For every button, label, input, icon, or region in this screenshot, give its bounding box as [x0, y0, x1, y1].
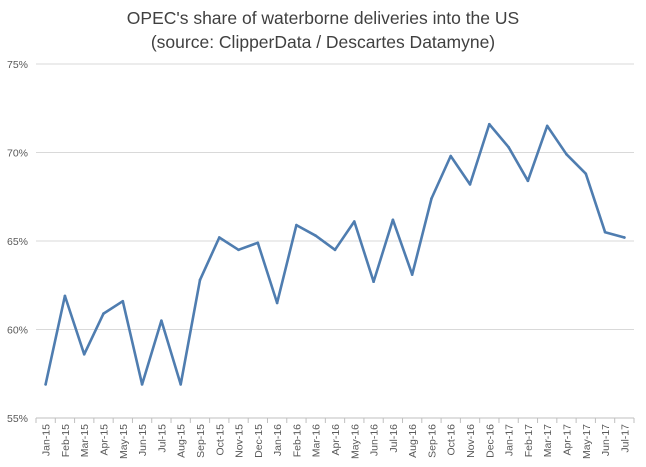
gridlines — [36, 63, 634, 330]
y-axis-tick-labels: 55% 60% 65% 70% 75% — [7, 59, 28, 425]
x-axis — [35, 417, 635, 423]
data-point — [391, 218, 395, 222]
chart-title: OPEC's share of waterborne deliveries in… — [0, 6, 646, 54]
data-point — [275, 301, 279, 305]
x-tick-label: Jan-16 — [272, 424, 284, 456]
x-tick-label: Sep-16 — [426, 424, 438, 458]
data-point — [565, 152, 568, 156]
x-tick-label: May-16 — [349, 424, 361, 459]
chart-subtitle: (source: ClipperData / Descartes Datamyn… — [150, 32, 496, 52]
data-point — [526, 179, 530, 183]
x-axis-tick-labels: Jan-15 Feb-15 Mar-15 Apr-15 May-15 Jun-15 Jul-… — [41, 424, 632, 459]
data-point — [198, 278, 202, 282]
data-point — [217, 236, 221, 239]
x-tick-label: Jul-17 — [619, 424, 631, 453]
data-point — [82, 352, 86, 356]
x-tick-label: Jan-15 — [41, 424, 53, 456]
y-tick-label: 55% — [7, 413, 28, 425]
series-line-0 — [44, 122, 626, 386]
x-tick-label: Sep-15 — [195, 424, 207, 458]
data-point — [44, 383, 47, 386]
x-tick-label: Nov-16 — [465, 424, 477, 458]
data-point — [256, 241, 260, 245]
data-point — [140, 383, 144, 386]
data-point — [295, 223, 298, 227]
x-tick-label: Aug-16 — [407, 424, 419, 458]
data-point — [121, 299, 125, 303]
x-tick-label: Feb-17 — [523, 424, 535, 457]
data-point — [603, 230, 607, 234]
data-point — [63, 294, 67, 298]
x-tick-label: May-17 — [581, 424, 593, 459]
x-tick-label: Mar-15 — [79, 424, 91, 457]
x-tick-label: Feb-16 — [291, 424, 303, 457]
data-point — [102, 312, 105, 315]
y-tick-label: 65% — [7, 236, 28, 248]
data-point — [410, 273, 414, 276]
x-tick-label: May-15 — [118, 424, 130, 459]
data-point — [352, 220, 356, 223]
x-tick-label: Apr-16 — [330, 424, 342, 456]
data-point — [237, 248, 240, 252]
x-tick-label: Apr-15 — [99, 424, 111, 456]
y-tick-label: 70% — [7, 148, 28, 160]
data-point — [449, 154, 453, 158]
x-tick-label: Jun-15 — [137, 424, 149, 456]
data-point — [160, 319, 163, 322]
data-point — [468, 183, 472, 186]
data-point — [584, 172, 588, 176]
y-tick-label: 60% — [7, 325, 28, 337]
data-point — [430, 197, 433, 200]
data-point — [507, 145, 510, 149]
x-tick-label: Feb-15 — [60, 424, 72, 457]
x-tick-label: Jun-16 — [369, 424, 381, 456]
x-tick-label: Jul-15 — [156, 424, 168, 453]
x-tick-label: Mar-16 — [311, 424, 323, 457]
data-point — [179, 383, 182, 386]
chart-title-line-1: OPEC's share of waterborne deliveries in… — [126, 8, 520, 28]
series-group — [44, 122, 626, 386]
x-tick-label: Dec-16 — [484, 424, 496, 458]
y-tick-label: 75% — [7, 59, 28, 71]
x-tick-label: Apr-17 — [561, 424, 573, 456]
x-tick-label: Jun-17 — [600, 424, 612, 456]
data-point — [545, 124, 549, 128]
x-tick-label: Aug-15 — [176, 424, 188, 458]
data-point — [623, 236, 626, 239]
x-tick-label: Oct-16 — [446, 424, 458, 456]
data-point — [314, 234, 318, 237]
x-tick-label: Nov-15 — [234, 424, 246, 458]
x-tick-label: Jan-17 — [504, 424, 516, 456]
data-point — [372, 280, 375, 284]
x-tick-label: Oct-15 — [214, 424, 226, 456]
x-tick-label: Mar-17 — [542, 424, 554, 457]
x-tick-label: Dec-15 — [253, 424, 265, 458]
x-tick-label: Jul-16 — [388, 424, 400, 453]
data-point — [488, 122, 491, 126]
data-point — [333, 248, 337, 252]
